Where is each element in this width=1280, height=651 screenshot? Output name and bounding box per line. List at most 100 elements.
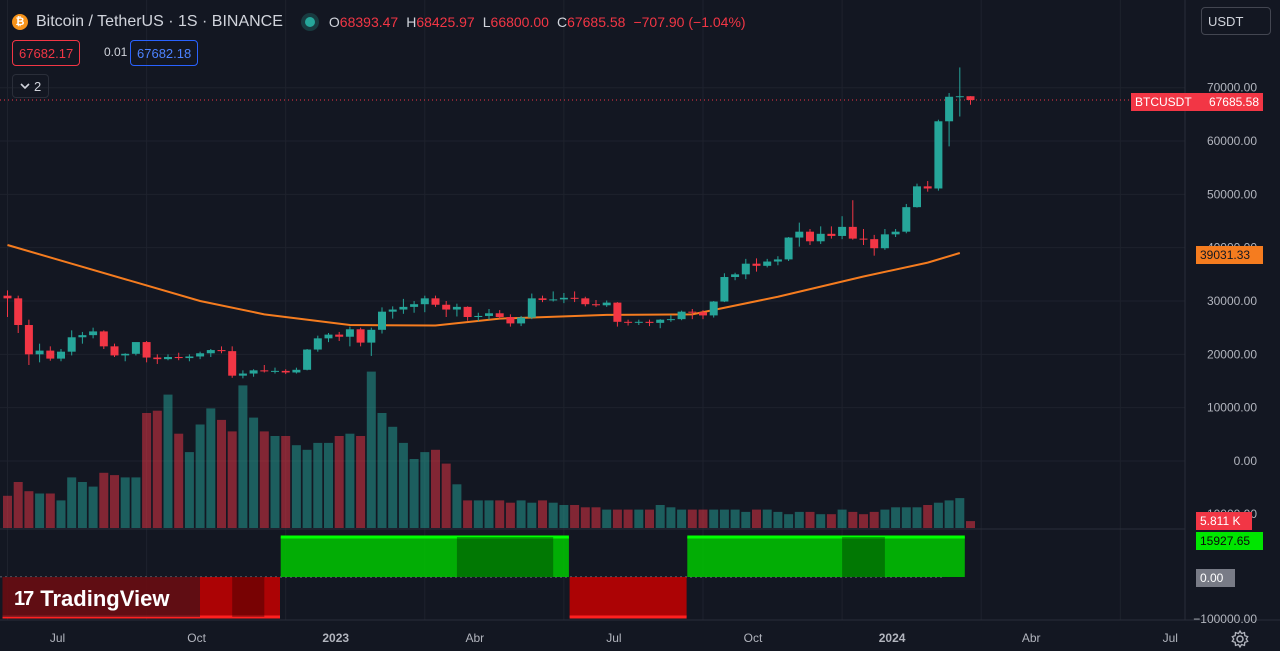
volume-bar (184, 452, 194, 528)
time-tick-label: Jul (50, 631, 65, 645)
volume-bar (966, 521, 975, 528)
indicators-collapse-button[interactable]: 2 (12, 74, 50, 98)
volume-bar (452, 484, 462, 528)
volume-bar (195, 424, 205, 528)
tradingview-logo-icon: 17 (14, 587, 34, 610)
volume-bar (238, 385, 248, 528)
candle-body (624, 321, 633, 323)
indicators-count: 2 (34, 78, 42, 94)
candle-body (838, 226, 847, 236)
candle-body (613, 302, 622, 322)
volume-bar (655, 505, 665, 528)
chevron-down-icon (20, 83, 30, 90)
volume-bar (869, 511, 879, 528)
open-value: 68393.47 (339, 14, 399, 30)
volume-bar (880, 509, 890, 528)
low-value: 66800.00 (490, 14, 549, 30)
candle-body (24, 325, 33, 355)
candle-body (238, 373, 247, 376)
zero-value-label: 0.00 (1196, 569, 1235, 587)
oscillator-area (280, 537, 569, 577)
candle-body (174, 357, 183, 359)
volume-bar (291, 445, 301, 528)
candle-body (452, 306, 461, 310)
change-value: −707.90 (−1.04%) (633, 14, 746, 30)
price-tick-label: 10000.00 (1207, 401, 1257, 415)
volume-bar (602, 509, 612, 528)
tradingview-logo-text: TradingView (40, 586, 170, 611)
volume-bar (473, 500, 483, 528)
time-tick-label: Jul (606, 631, 621, 645)
sell-button[interactable]: 67682.17 (12, 40, 81, 66)
candle-body (913, 186, 921, 208)
volume-bar (559, 505, 569, 528)
volume-bar (837, 509, 847, 528)
candle-body (356, 329, 365, 343)
candle-body (57, 351, 65, 359)
volume-bar (505, 502, 515, 528)
candle-body (891, 231, 900, 235)
volume-bar (762, 509, 772, 528)
volume-bar (495, 500, 505, 528)
candle-body (634, 321, 643, 323)
volume-bar (463, 500, 473, 528)
candle-body (35, 350, 44, 355)
volume-bar (206, 408, 216, 528)
oscillator-shade (232, 577, 265, 617)
buy-button[interactable]: 67682.18 (130, 40, 199, 66)
tradingview-logo[interactable]: 17 TradingView (14, 585, 169, 613)
symbol-header[interactable]: ₿ Bitcoin / TetherUS · 1S · BINANCE O683… (12, 10, 746, 34)
candle-body (677, 311, 686, 320)
open-key: O (328, 14, 340, 30)
volume-bar (623, 509, 633, 528)
oscillator-shade (842, 537, 885, 577)
candle-body (142, 342, 151, 358)
candle-body (228, 351, 237, 376)
candle-body (14, 298, 23, 326)
candle-body (89, 331, 98, 336)
volume-bar (334, 436, 344, 528)
candle-body (378, 311, 386, 330)
time-tick-label: Jul (1163, 631, 1178, 645)
volume-bar (270, 436, 280, 528)
volume-bar (441, 463, 451, 528)
volume-bar (259, 431, 269, 528)
candle-body (335, 334, 344, 337)
market-status-icon[interactable] (304, 17, 315, 27)
candle-body (880, 234, 889, 249)
candle-body (506, 317, 515, 324)
volume-bar (409, 459, 419, 528)
low-key: L (482, 14, 491, 30)
volume-bar (933, 502, 943, 528)
volume-bar (784, 514, 794, 528)
price-tick-label: 30000.00 (1207, 294, 1257, 308)
candle-body (945, 96, 954, 122)
volume-bar (3, 495, 12, 528)
candle-body (67, 337, 76, 352)
candle-body (592, 304, 600, 306)
currency-select[interactable]: USDT (1201, 7, 1271, 35)
last-price-label: BTCUSDT 67685.58 (1131, 93, 1263, 111)
volume-bar (912, 507, 922, 528)
volume-bar (698, 509, 708, 528)
volume-bar (944, 500, 954, 528)
settings-gear-icon[interactable] (1230, 629, 1250, 649)
volume-bar (420, 452, 430, 528)
last-price-value: 67685.58 (1208, 95, 1259, 109)
volume-bar (687, 509, 697, 528)
symbol-title[interactable]: Bitcoin / TetherUS · 1S · BINANCE (36, 13, 283, 30)
oscillator-area (687, 537, 965, 577)
time-tick-label: Oct (187, 631, 206, 645)
volume-bar (923, 505, 933, 528)
price-tick-label: 0.00 (1234, 454, 1258, 468)
candle-body (217, 350, 226, 352)
candle-body (485, 313, 493, 316)
volume-bar (645, 509, 654, 528)
candle-body (538, 298, 547, 300)
volume-bar (826, 514, 836, 528)
volume-bar (516, 500, 526, 528)
close-value: 67685.58 (567, 14, 626, 30)
volume-bar (431, 449, 440, 528)
high-key: H (406, 14, 417, 30)
